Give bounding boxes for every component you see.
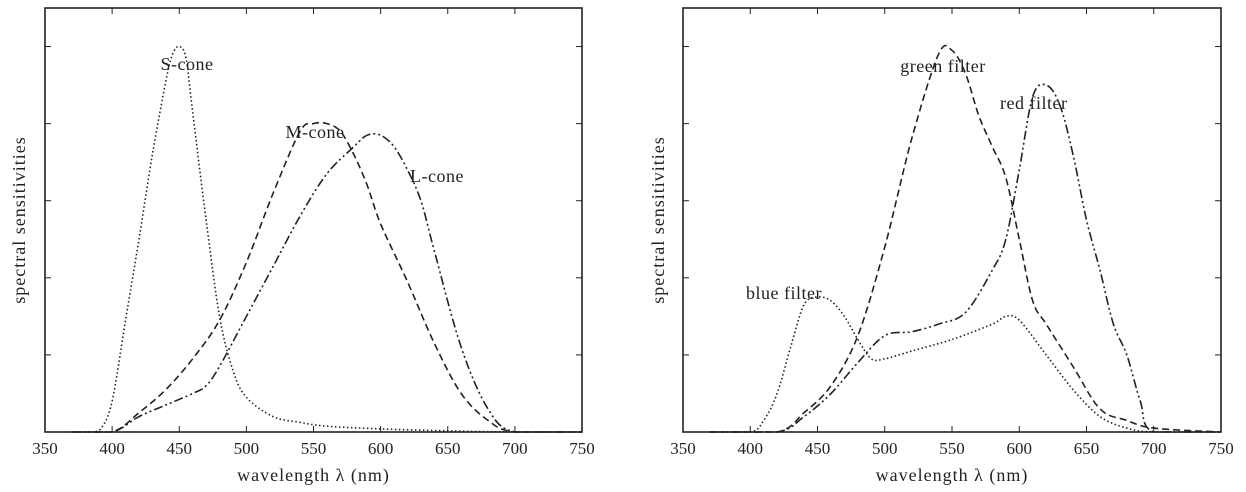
x-tick-label: 650	[435, 439, 461, 458]
series-line-s-cone	[71, 45, 582, 433]
x-tick-label: 750	[569, 439, 595, 458]
x-tick-label: 350	[670, 439, 696, 458]
x-tick-label: 450	[167, 439, 193, 458]
annotation-green-filter: green filter	[900, 56, 985, 76]
x-tick-label: 700	[502, 439, 528, 458]
series-line-m-cone	[71, 121, 582, 433]
chart-panel-1: 350 400 450 500 550 600 650 700 750 wavelength λ …	[9, 7, 595, 486]
x-tick-label: 500	[234, 439, 260, 458]
x-axis-label: wavelength λ (nm)	[237, 465, 390, 486]
series-line-l-cone	[71, 132, 582, 433]
y-axis-label: spectral sensitivities	[9, 136, 29, 303]
series-line-green-filter	[709, 44, 1222, 433]
series-line-red-filter	[709, 83, 1221, 433]
y-axis-label: spectral sensitivities	[648, 136, 668, 303]
annotation-s-cone: S-cone	[161, 54, 214, 74]
x-tick-label: 700	[1141, 439, 1167, 458]
x-tick-label: 350	[32, 439, 58, 458]
x-tick-label: 600	[368, 439, 394, 458]
annotation-l-cone: L-cone	[410, 166, 464, 186]
x-tick-label: 500	[872, 439, 898, 458]
series-line-blue-filter	[709, 296, 1221, 433]
x-tick-label: 400	[738, 439, 764, 458]
plot-frame	[44, 7, 583, 433]
x-tick-label: 650	[1074, 439, 1100, 458]
x-tick-label: 550	[939, 439, 965, 458]
x-tick-label: 400	[99, 439, 125, 458]
annotation-blue-filter: blue filter	[746, 283, 822, 303]
x-axis-label: wavelength λ (nm)	[876, 465, 1029, 486]
chart-panel-2: 350 400 450 500 550 600 650 700 750 wavelength λ …	[648, 7, 1234, 486]
x-tick-label: 450	[805, 439, 831, 458]
x-tick-label: 550	[301, 439, 327, 458]
annotation-m-cone: M-cone	[286, 122, 345, 142]
x-tick-label: 750	[1208, 439, 1234, 458]
annotation-red-filter: red filter	[1000, 93, 1067, 113]
x-tick-label: 600	[1007, 439, 1033, 458]
